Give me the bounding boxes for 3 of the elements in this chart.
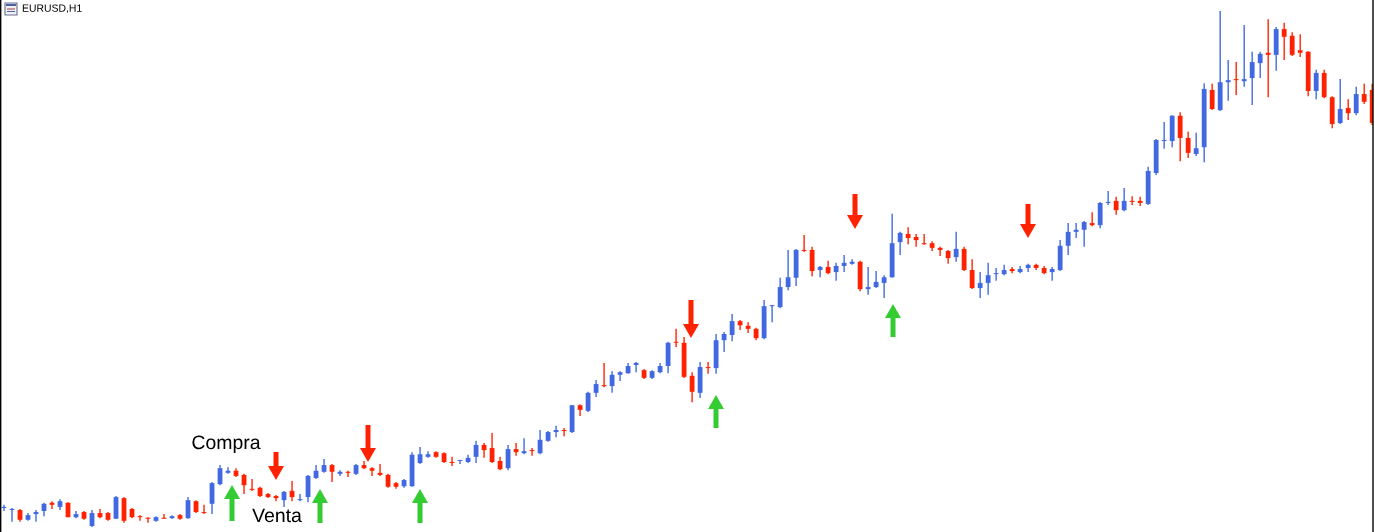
chart-title: EURUSD,H1 bbox=[22, 4, 82, 14]
annotation: Venta bbox=[252, 508, 302, 523]
annotation: Compra bbox=[192, 435, 261, 454]
